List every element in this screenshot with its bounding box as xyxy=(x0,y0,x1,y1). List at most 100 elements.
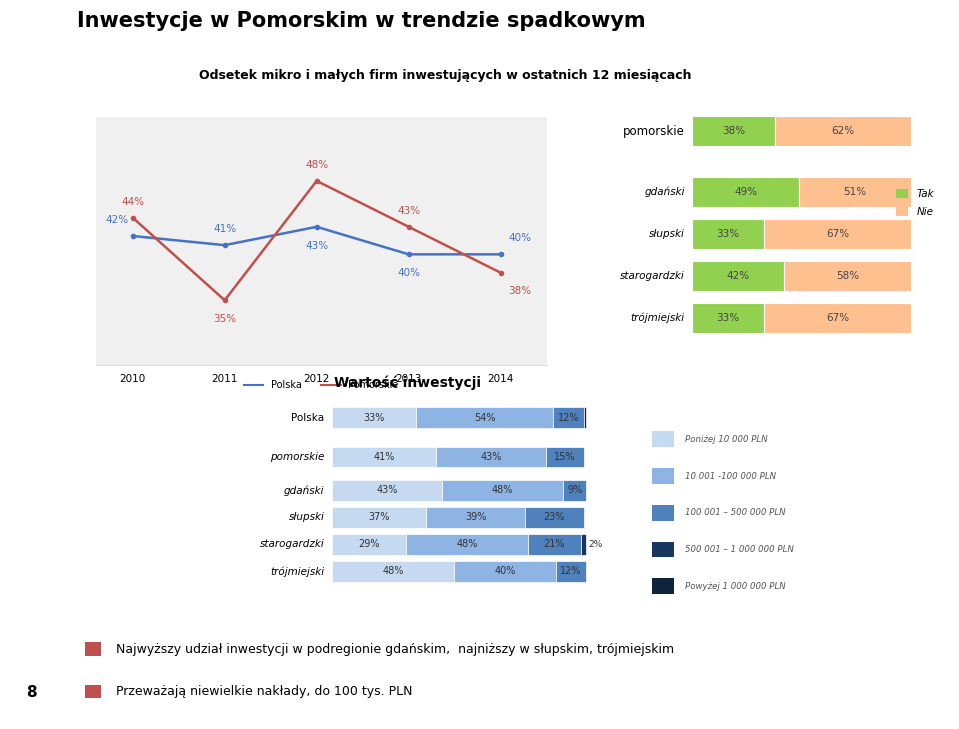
Text: starogardzki: starogardzki xyxy=(620,270,685,281)
Bar xyxy=(652,505,674,521)
Text: Polska: Polska xyxy=(292,413,324,423)
Bar xyxy=(427,507,526,528)
Bar xyxy=(784,260,911,291)
Text: Najwyższy udział inwestycji w podregionie gdańskim,  najniższy w słupskim, trójm: Najwyższy udział inwestycji w podregioni… xyxy=(116,643,674,656)
Text: gdański: gdański xyxy=(284,485,324,496)
Text: 38%: 38% xyxy=(722,126,745,136)
Bar xyxy=(441,480,563,501)
Text: 15%: 15% xyxy=(553,452,575,462)
Bar xyxy=(85,642,101,656)
Text: 40%: 40% xyxy=(397,268,420,278)
Text: 43%: 43% xyxy=(305,241,328,251)
Text: 67%: 67% xyxy=(826,229,849,238)
Bar xyxy=(333,534,406,555)
Text: 33%: 33% xyxy=(363,413,385,423)
Text: słupski: słupski xyxy=(289,512,324,522)
Text: 2%: 2% xyxy=(588,539,602,549)
Text: 43%: 43% xyxy=(480,452,502,462)
Text: 43%: 43% xyxy=(376,486,398,495)
Text: Poniżej 10 000 PLN: Poniżej 10 000 PLN xyxy=(686,434,768,444)
Text: pomorskie: pomorskie xyxy=(270,452,324,462)
Bar xyxy=(652,468,674,484)
Text: Wartość inwestycji: Wartość inwestycji xyxy=(334,375,481,390)
Text: 33%: 33% xyxy=(716,229,739,238)
Text: 41%: 41% xyxy=(374,452,395,462)
Text: 49%: 49% xyxy=(734,187,758,197)
Text: 38%: 38% xyxy=(508,286,531,297)
Text: 33%: 33% xyxy=(716,313,739,323)
Text: 62%: 62% xyxy=(831,126,854,136)
Bar xyxy=(652,578,674,594)
Text: trójmiejski: trójmiejski xyxy=(270,566,324,577)
Text: 51%: 51% xyxy=(843,187,867,197)
Bar xyxy=(333,480,441,501)
Text: 12%: 12% xyxy=(560,566,582,577)
Bar xyxy=(692,176,799,207)
Text: 58%: 58% xyxy=(835,270,859,281)
Text: trójmiejski: trójmiejski xyxy=(631,312,685,323)
Bar xyxy=(652,432,674,447)
Text: Powyżej 1 000 000 PLN: Powyżej 1 000 000 PLN xyxy=(686,582,786,590)
Text: słupski: słupski xyxy=(649,229,685,238)
Bar xyxy=(555,561,586,582)
Text: 100 001 – 500 000 PLN: 100 001 – 500 000 PLN xyxy=(686,508,786,518)
Text: Inwestycje w Pomorskim w trendzie spadkowym: Inwestycje w Pomorskim w trendzie spadko… xyxy=(77,11,645,31)
Bar xyxy=(333,447,436,467)
Text: 41%: 41% xyxy=(213,224,236,234)
Text: 54%: 54% xyxy=(474,413,496,423)
Bar xyxy=(553,408,584,428)
Text: 23%: 23% xyxy=(544,512,565,522)
Legend: Polska, Pomorskie: Polska, Pomorskie xyxy=(240,377,403,394)
Bar xyxy=(333,408,416,428)
Text: 39%: 39% xyxy=(465,512,486,522)
Text: 12%: 12% xyxy=(557,413,579,423)
Bar xyxy=(692,260,784,291)
Text: pomorskie: pomorskie xyxy=(622,125,685,138)
Bar xyxy=(563,480,586,501)
Text: 43%: 43% xyxy=(397,206,420,216)
Bar xyxy=(775,116,911,147)
Bar xyxy=(526,507,584,528)
Text: 8: 8 xyxy=(26,685,36,700)
Text: 48%: 48% xyxy=(492,486,513,495)
Bar xyxy=(692,116,775,147)
Bar xyxy=(546,447,584,467)
Bar xyxy=(692,219,764,249)
Text: 37%: 37% xyxy=(368,512,390,522)
Text: 67%: 67% xyxy=(826,313,849,323)
Text: 40%: 40% xyxy=(508,233,531,243)
Legend: Tak, Nie: Tak, Nie xyxy=(892,184,938,222)
Text: 40%: 40% xyxy=(494,566,516,577)
Text: 42%: 42% xyxy=(105,215,129,225)
Bar xyxy=(584,408,586,428)
Bar xyxy=(581,534,586,555)
Text: 44%: 44% xyxy=(121,197,144,206)
Bar xyxy=(416,408,553,428)
Bar xyxy=(799,176,911,207)
Text: 48%: 48% xyxy=(456,539,478,550)
Bar xyxy=(436,447,546,467)
Bar xyxy=(406,534,527,555)
Text: 48%: 48% xyxy=(305,160,328,170)
Text: 500 001 – 1 000 000 PLN: 500 001 – 1 000 000 PLN xyxy=(686,545,794,554)
Text: 9%: 9% xyxy=(567,486,582,495)
Text: Przeważają niewielkie nakłady, do 100 tys. PLN: Przeważają niewielkie nakłady, do 100 ty… xyxy=(116,685,412,698)
Bar xyxy=(527,534,581,555)
Bar xyxy=(455,561,555,582)
Text: 42%: 42% xyxy=(726,270,750,281)
Bar xyxy=(764,219,911,249)
Bar xyxy=(333,561,455,582)
Text: starogardzki: starogardzki xyxy=(260,539,324,550)
Bar xyxy=(692,303,764,332)
Bar xyxy=(85,685,101,698)
Text: 29%: 29% xyxy=(359,539,380,550)
Text: 48%: 48% xyxy=(383,566,404,577)
Text: Odsetek mikro i małych firm inwestujących w ostatnich 12 miesiącach: Odsetek mikro i małych firm inwestującyc… xyxy=(199,69,691,82)
Bar xyxy=(764,303,911,332)
Bar xyxy=(333,507,427,528)
Text: 10 001 -100 000 PLN: 10 001 -100 000 PLN xyxy=(686,472,777,480)
Text: gdański: gdański xyxy=(644,187,685,197)
Text: 21%: 21% xyxy=(544,539,565,550)
Text: 35%: 35% xyxy=(213,314,236,324)
Bar xyxy=(652,542,674,558)
